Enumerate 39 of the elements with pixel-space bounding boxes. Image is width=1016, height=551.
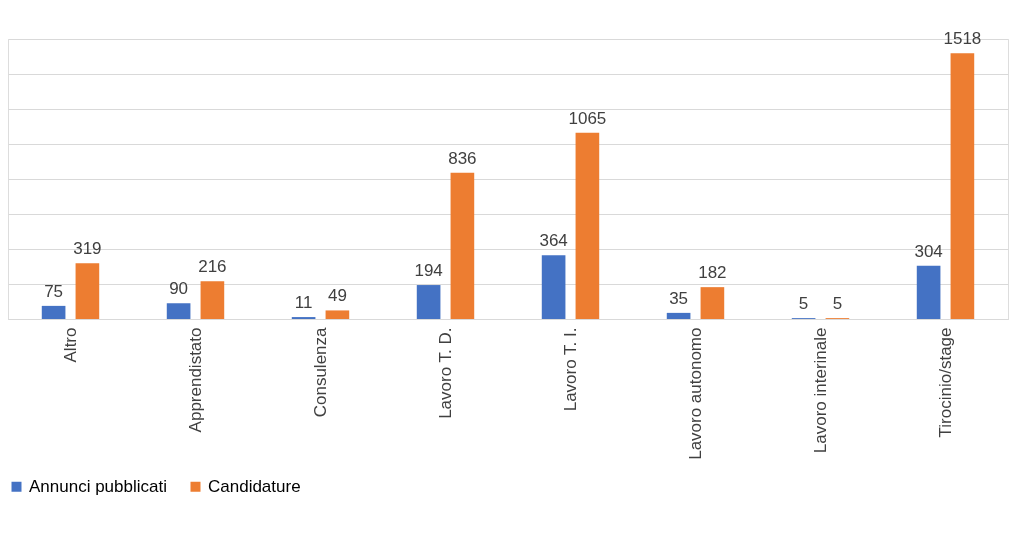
data-label: 75 (44, 281, 64, 301)
legend-label: Candidature (208, 476, 301, 496)
x-tick-label: Consulenza (310, 326, 330, 418)
x-tick-label: Apprendistato (185, 327, 205, 433)
x-tick-label: Altro (60, 327, 80, 363)
data-label: 194 (414, 261, 443, 281)
bar (166, 303, 191, 319)
bar (41, 305, 66, 319)
data-label: 1065 (568, 108, 607, 128)
x-tick-label: Lavoro autonomo (685, 327, 705, 460)
data-label: 304 (914, 241, 943, 261)
bar (950, 53, 975, 319)
data-label: 182 (698, 263, 727, 283)
data-label: 49 (327, 286, 347, 306)
bar (575, 132, 600, 319)
bar (916, 265, 941, 319)
bar (450, 172, 475, 319)
data-label: 11 (294, 293, 313, 313)
bar (700, 287, 725, 319)
data-label: 1518 (943, 29, 982, 49)
x-tick-label: Lavoro interinale (810, 327, 830, 454)
bar (541, 255, 566, 319)
data-label: 836 (448, 148, 477, 168)
legend-label: Annunci pubblicati (29, 476, 167, 496)
bar (666, 312, 691, 319)
bar (75, 263, 100, 319)
data-label: 216 (198, 257, 227, 277)
data-label: 5 (798, 294, 809, 314)
x-tick-label: Tirocinio/stage (935, 327, 955, 438)
data-label: 319 (73, 239, 102, 259)
data-label: 35 (669, 288, 689, 308)
bar (325, 310, 350, 319)
bar (200, 281, 225, 319)
bar (416, 285, 441, 319)
data-label: 5 (832, 294, 843, 314)
x-tick-label: Lavoro T. I. (560, 327, 580, 412)
x-tick-label: Lavoro T. D. (435, 327, 455, 419)
data-label: 90 (169, 279, 189, 299)
data-label: 364 (539, 231, 568, 251)
